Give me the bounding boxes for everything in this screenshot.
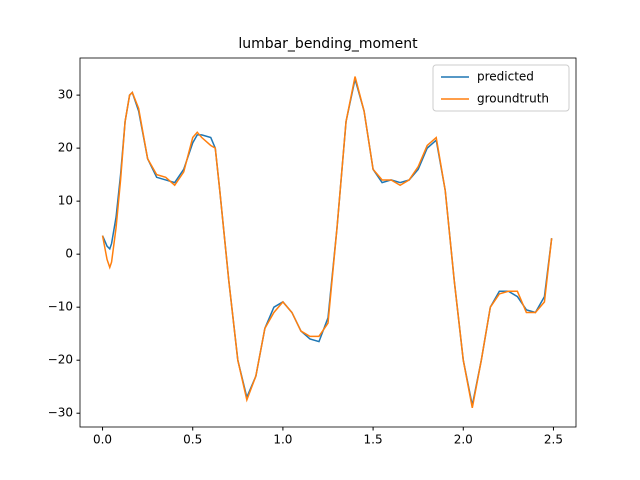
chart-title: lumbar_bending_moment — [238, 36, 418, 52]
x-tick-label: 1.0 — [273, 433, 292, 447]
legend-label: groundtruth — [477, 92, 549, 106]
data-line — [101, 76, 553, 409]
y-tick-label: 30 — [58, 88, 73, 102]
legend-label: predicted — [477, 70, 534, 84]
y-tick-label: 0 — [65, 247, 73, 261]
y-tick-label: −10 — [48, 300, 73, 314]
x-tick-label: 0.5 — [183, 433, 202, 447]
x-tick-label: 1.5 — [364, 433, 383, 447]
x-tick-label: 0.0 — [93, 433, 112, 447]
x-tick-label: 2.5 — [544, 433, 563, 447]
y-tick-label: −30 — [48, 406, 73, 420]
axes-frame — [79, 57, 577, 428]
x-tick-label: 2.0 — [454, 433, 473, 447]
y-tick-label: −20 — [48, 353, 73, 367]
y-tick-label: 20 — [58, 141, 73, 155]
y-tick-label: 10 — [58, 194, 73, 208]
